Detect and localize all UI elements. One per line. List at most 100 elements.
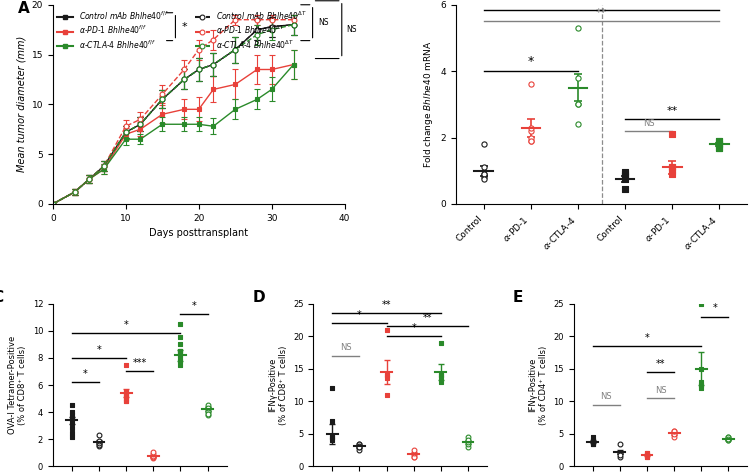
Point	[668, 430, 680, 438]
Point	[174, 347, 186, 355]
Point	[66, 414, 78, 421]
Point	[572, 24, 584, 32]
Text: **: **	[596, 8, 607, 18]
Point	[695, 385, 707, 392]
Point	[462, 440, 474, 447]
Point	[666, 164, 678, 171]
X-axis label: Days posttransplant: Days posttransplant	[149, 228, 248, 238]
Point	[93, 437, 105, 445]
Point	[713, 137, 726, 145]
Point	[202, 403, 214, 410]
Point	[641, 450, 653, 457]
Point	[478, 170, 490, 178]
Point	[381, 391, 393, 398]
Point	[66, 419, 78, 427]
Point	[147, 453, 159, 461]
Point	[174, 361, 186, 368]
Point	[202, 408, 214, 416]
Point	[408, 446, 420, 454]
Point	[381, 375, 393, 382]
Y-axis label: OVA-I Tetramer-Positive
(% of CD8⁺ T cells): OVA-I Tetramer-Positive (% of CD8⁺ T cel…	[8, 336, 27, 434]
Point	[326, 433, 338, 441]
Point	[641, 451, 653, 458]
Point	[723, 433, 735, 441]
Point	[723, 436, 735, 444]
Text: NS: NS	[319, 18, 329, 27]
Point	[120, 395, 132, 402]
Text: *: *	[713, 303, 717, 313]
Text: *: *	[83, 369, 88, 379]
Point	[713, 140, 726, 148]
Point	[120, 361, 132, 368]
Point	[93, 440, 105, 447]
Point	[66, 429, 78, 436]
Text: **: **	[667, 106, 678, 116]
Point	[668, 427, 680, 435]
Text: E: E	[513, 290, 523, 306]
Point	[713, 140, 726, 148]
Point	[408, 453, 420, 460]
Point	[202, 411, 214, 419]
Point	[713, 144, 726, 151]
Point	[723, 433, 735, 441]
Text: A: A	[18, 1, 29, 16]
Point	[147, 450, 159, 458]
Point	[93, 438, 105, 446]
Point	[525, 134, 537, 141]
Point	[668, 433, 680, 441]
Point	[66, 433, 78, 440]
Point	[619, 172, 631, 179]
Point	[202, 404, 214, 412]
Point	[713, 137, 726, 145]
Point	[174, 354, 186, 362]
Point	[353, 440, 365, 447]
Point	[435, 339, 447, 347]
Text: *: *	[645, 333, 649, 343]
Point	[202, 406, 214, 413]
Point	[462, 438, 474, 446]
Point	[353, 446, 365, 454]
Point	[353, 443, 365, 451]
Point	[723, 436, 735, 444]
Point	[695, 378, 707, 386]
Point	[619, 169, 631, 176]
Point	[66, 402, 78, 409]
Point	[525, 127, 537, 135]
Point	[641, 453, 653, 460]
Text: D: D	[252, 290, 265, 306]
Point	[381, 371, 393, 379]
Text: *: *	[528, 55, 534, 68]
Point	[435, 371, 447, 379]
Point	[435, 375, 447, 382]
Point	[462, 436, 474, 444]
Point	[478, 170, 490, 178]
Point	[93, 441, 105, 448]
Point	[666, 170, 678, 178]
Point	[120, 392, 132, 400]
Point	[435, 378, 447, 386]
Text: NS: NS	[346, 25, 356, 34]
Point	[174, 347, 186, 355]
Point	[147, 455, 159, 462]
Point	[614, 450, 626, 457]
Point	[572, 74, 584, 81]
Point	[641, 450, 653, 457]
Point	[326, 436, 338, 444]
Point	[525, 137, 537, 145]
Point	[93, 431, 105, 439]
Point	[120, 391, 132, 398]
Point	[381, 326, 393, 333]
Point	[202, 410, 214, 417]
Point	[587, 436, 599, 444]
Point	[147, 453, 159, 461]
Point	[326, 385, 338, 392]
Text: *: *	[124, 320, 128, 330]
Point	[666, 164, 678, 171]
Point	[614, 450, 626, 457]
Point	[478, 174, 490, 181]
Point	[408, 450, 420, 457]
Point	[462, 443, 474, 451]
Text: *: *	[97, 345, 101, 355]
Point	[641, 453, 653, 460]
Point	[174, 347, 186, 355]
